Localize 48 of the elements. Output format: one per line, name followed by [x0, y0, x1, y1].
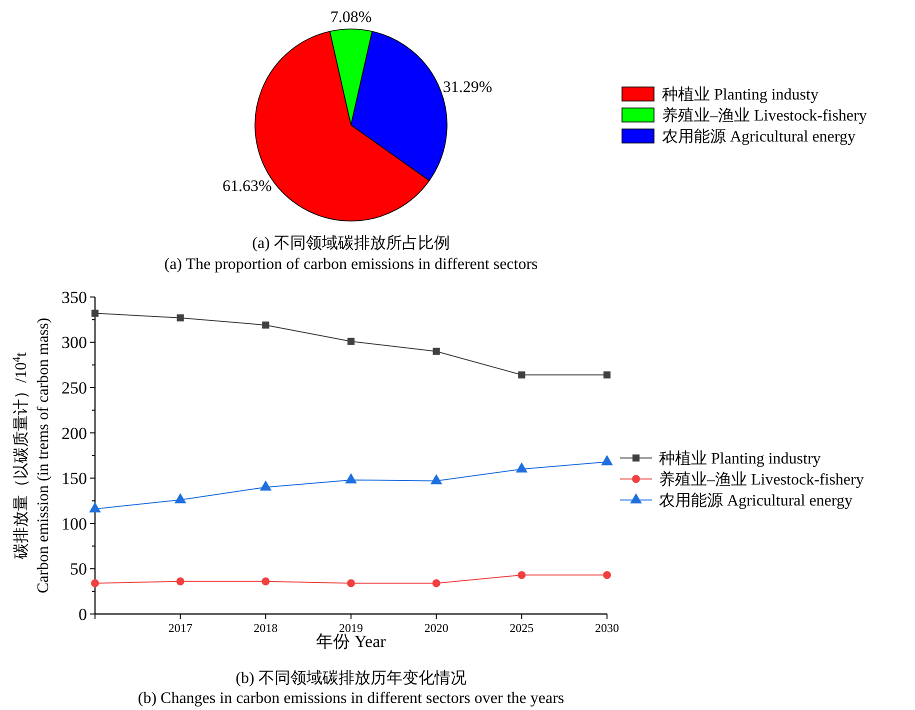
text: (a) The proportion of carbon emissions in different sectors — [164, 256, 538, 273]
point — [91, 310, 99, 317]
point — [516, 462, 528, 472]
point — [347, 579, 355, 588]
data-label: 31.29% — [442, 78, 492, 96]
point — [518, 571, 526, 580]
legend-label: 种植业 Planting industry — [659, 450, 821, 468]
x-axis-title: 年份 Year — [316, 632, 386, 651]
y-tick-label: 250 — [62, 378, 87, 398]
y-tick-label: 350 — [62, 288, 87, 307]
y-tick-label: 50 — [70, 560, 87, 579]
point — [91, 579, 99, 588]
y-tick-label: 200 — [62, 424, 87, 443]
data-label: 61.63% — [222, 178, 272, 195]
legend-label: 农用能源 Agricultural energy — [662, 128, 856, 146]
point — [603, 371, 611, 378]
point — [432, 579, 440, 588]
point — [260, 480, 272, 491]
y-tick-label: 300 — [62, 333, 87, 352]
point — [347, 338, 355, 345]
legend-label: 农用能源 Agricultural energy — [659, 492, 852, 510]
legend-label: 种植业 Planting industy — [662, 86, 818, 104]
point — [601, 455, 613, 466]
text: (a) 不同领域碳排放所占比例 — [252, 234, 450, 252]
point — [176, 314, 184, 322]
point — [345, 473, 357, 484]
point — [432, 348, 440, 355]
legend-label: 养殖业–渔业 Livestock-fishery — [662, 106, 867, 125]
point — [603, 571, 611, 580]
x-tick-label: 2025 — [510, 621, 534, 636]
point — [262, 322, 270, 329]
y-tick-label: 0 — [78, 604, 87, 624]
point — [174, 493, 186, 504]
point — [89, 502, 101, 512]
y-tick-label: 150 — [62, 469, 87, 488]
data-label: 7.08% — [330, 9, 372, 26]
point — [176, 577, 184, 586]
point — [262, 577, 270, 586]
point — [430, 474, 442, 484]
x-tick-label: 2017 — [168, 621, 192, 636]
y-tick-label: 100 — [62, 514, 87, 534]
point — [518, 371, 526, 378]
x-tick-label: 2030 — [595, 621, 619, 636]
x-tick-label: 2020 — [424, 621, 448, 636]
legend-label: 养殖业–渔业 Livestock-fishery — [659, 470, 864, 489]
text: (b) Changes in carbon emissions in different sectors over the years — [138, 690, 564, 707]
x-tick-label: 2018 — [254, 621, 278, 636]
text: (b) 不同领域碳排放历年变化情况 — [236, 669, 466, 687]
